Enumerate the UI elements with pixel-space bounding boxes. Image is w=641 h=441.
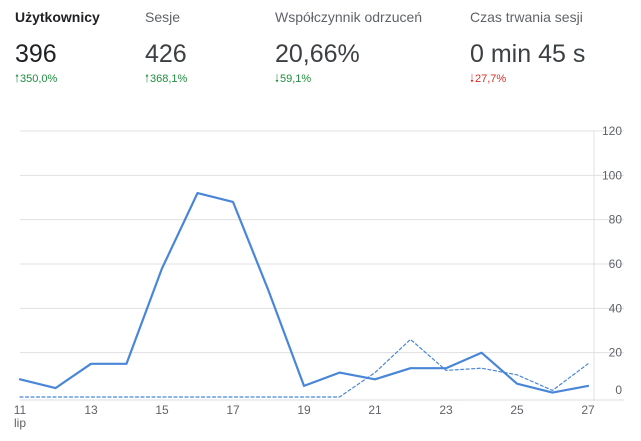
metric-change: 🠓 27,7% (470, 73, 585, 85)
metric-value: 426 (145, 40, 187, 68)
metric-change-value: 350,0% (20, 73, 58, 85)
metric-change-value: 368,1% (150, 73, 188, 85)
x-tick-label: 23 (439, 403, 453, 417)
metric-label: Użytkownicy (15, 9, 100, 25)
metric-change: 🠑 368,1% (145, 73, 187, 85)
metric-change-value: 59,1% (280, 73, 312, 85)
series-line-solid (18, 192, 590, 394)
metric-session-duration[interactable]: Czas trwania sesji 0 min 45 s 🠓 27,7% (470, 8, 585, 85)
arrow-down-icon: 🠓 (275, 72, 279, 85)
metric-users[interactable]: Użytkownicy 396 🠑 350,0% (15, 8, 100, 85)
metric-change: 🠑 350,0% (15, 73, 100, 85)
metric-sessions[interactable]: Sesje 426 🠑 368,1% (145, 8, 187, 85)
metric-value: 20,66% (275, 40, 360, 68)
y-tick-label: 120 (602, 124, 622, 138)
metric-change-value: 27,7% (475, 73, 507, 85)
metrics-row: Użytkownicy 396 🠑 350,0% Sesje 426 🠑 368… (0, 0, 641, 100)
x-axis-sublabel: lip (14, 416, 26, 430)
x-tick-label: 11 (14, 403, 27, 417)
y-tick-label: 100 (602, 168, 622, 182)
y-tick-label: 60 (609, 257, 623, 271)
series-line-dashed (19, 338, 589, 398)
y-tick-label: 0 (615, 383, 622, 397)
arrow-up-icon: 🠑 (15, 72, 19, 85)
arrow-down-icon: 🠓 (470, 72, 474, 85)
x-tick-label: 27 (581, 403, 595, 417)
metric-value: 0 min 45 s (470, 40, 586, 68)
x-tick-label: 25 (510, 403, 524, 417)
arrow-up-icon: 🠑 (145, 72, 149, 85)
metric-label: Sesje (145, 9, 181, 25)
x-tick-label: 15 (155, 403, 169, 417)
x-tick-label: 19 (297, 403, 311, 417)
x-tick-label: 13 (84, 403, 98, 417)
metric-value: 396 (15, 40, 57, 68)
metric-label: Czas trwania sesji (470, 9, 583, 25)
metric-change: 🠓 59,1% (275, 73, 422, 85)
y-tick-label: 20 (609, 346, 623, 360)
y-tick-label: 80 (609, 213, 623, 227)
y-tick-label: 40 (609, 301, 623, 315)
metric-bounce-rate[interactable]: Współczynnik odrzuceń 20,66% 🠓 59,1% (275, 8, 422, 85)
x-tick-label: 21 (368, 403, 382, 417)
x-tick-label: 17 (226, 403, 240, 417)
metric-label: Współczynnik odrzuceń (275, 9, 423, 25)
